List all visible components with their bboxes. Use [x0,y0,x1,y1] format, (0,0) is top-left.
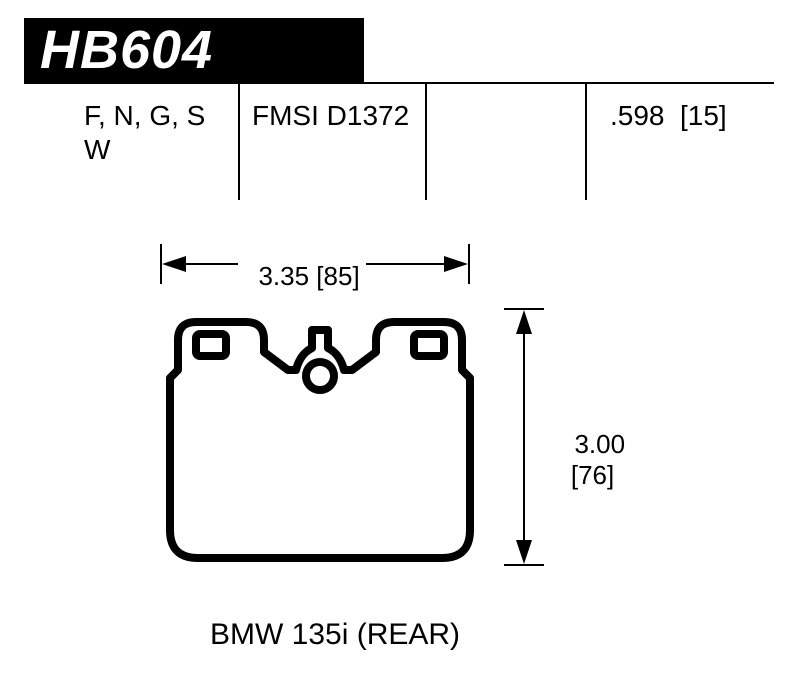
height-inches: 3.00 [574,429,625,459]
part-number-text: HB604 [40,19,213,81]
height-dimension [504,308,544,566]
thickness-inches: .598 [610,100,665,132]
fmsi-code: FMSI D1372 [252,100,409,132]
part-number-header: HB604 [24,18,364,82]
compound-codes-line2: W [84,134,110,166]
brake-pad-outline [150,300,490,580]
header-rule [24,82,774,84]
height-mm: [76] [571,460,614,490]
divider-2 [425,84,427,200]
application-label: BMW 135i (REAR) [210,618,460,652]
divider-1 [238,84,240,200]
thickness-mm: [15] [680,100,727,132]
width-inches: 3.35 [258,261,309,291]
divider-3 [585,84,587,200]
width-label: 3.35 [85] [238,230,366,292]
width-mm: [85] [316,261,359,291]
height-label: 3.00[76] [560,398,625,492]
compound-codes-line1: F, N, G, S [84,100,205,132]
